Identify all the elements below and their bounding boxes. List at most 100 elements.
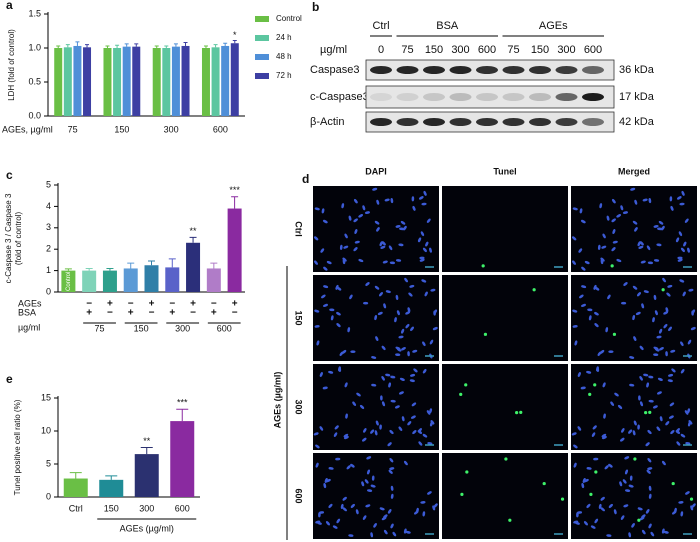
- nucleus: [578, 248, 583, 253]
- nucleus: [580, 386, 586, 390]
- nucleus: [643, 373, 649, 377]
- nucleus: [354, 240, 360, 244]
- nucleus: [353, 247, 358, 252]
- nucleus: [657, 227, 663, 231]
- y-tick-label: 3: [46, 222, 51, 232]
- panel-label: b: [312, 0, 319, 14]
- nucleus: [383, 303, 387, 309]
- nucleus: [414, 510, 419, 515]
- protein-size: 42 kDa: [619, 116, 655, 128]
- nucleus: [405, 530, 411, 534]
- nucleus: [424, 291, 428, 297]
- nucleus: [670, 349, 676, 353]
- error-bar: [148, 260, 155, 266]
- legend-swatch: [255, 73, 269, 79]
- blot-band: [529, 93, 551, 101]
- nucleus: [411, 415, 416, 419]
- treatment-mark: −: [86, 299, 92, 310]
- nucleus: [665, 421, 670, 426]
- bar: [134, 454, 159, 497]
- nucleus: [342, 257, 347, 262]
- bar-inner-label: Control: [66, 272, 72, 291]
- dose: 150: [134, 323, 149, 333]
- lane-label: 0: [378, 44, 384, 56]
- x-axis-label: AGEs, µg/ml: [2, 124, 53, 134]
- nucleus: [576, 511, 583, 514]
- error-bar: [64, 268, 72, 271]
- bar: [230, 43, 239, 116]
- lane-group: BSA: [436, 20, 459, 32]
- blot-band: [555, 93, 578, 101]
- nucleus: [342, 496, 347, 501]
- nucleus: [624, 469, 628, 475]
- nucleus: [612, 229, 616, 235]
- nucleus: [399, 227, 405, 231]
- nucleus: [669, 402, 675, 407]
- nucleus: [421, 279, 427, 283]
- nucleus: [572, 207, 578, 211]
- nucleus: [666, 292, 671, 297]
- nucleus: [620, 515, 625, 520]
- error-bar: [105, 475, 118, 480]
- protein-name: c-Caspase3: [310, 91, 369, 103]
- nucleus: [646, 245, 651, 251]
- nucleus: [314, 207, 320, 211]
- nucleus: [593, 284, 597, 290]
- nucleus: [628, 532, 632, 538]
- nucleus: [387, 509, 392, 514]
- nucleus: [339, 351, 344, 357]
- blot-band: [502, 93, 525, 101]
- nucleus: [388, 245, 393, 251]
- tunel-signal: [508, 518, 512, 522]
- nucleus: [637, 424, 640, 430]
- nucleus: [370, 532, 374, 538]
- nucleus: [573, 520, 579, 524]
- nucleus: [610, 401, 615, 406]
- nucleus: [577, 426, 582, 431]
- micrograph: [313, 364, 439, 450]
- nucleus: [621, 301, 627, 305]
- nucleus: [407, 307, 411, 313]
- nucleus: [677, 256, 683, 260]
- nucleus: [687, 408, 691, 414]
- nucleus: [665, 307, 669, 313]
- nucleus: [577, 372, 581, 377]
- nucleus: [344, 382, 348, 388]
- nucleus: [376, 227, 380, 232]
- tunel-signal: [464, 383, 468, 387]
- nucleus: [648, 197, 652, 204]
- nucleus: [345, 413, 348, 419]
- nucleus: [429, 408, 433, 414]
- nucleus: [605, 327, 609, 333]
- blot-band: [370, 93, 392, 101]
- nucleus: [581, 285, 587, 289]
- nucleus: [399, 391, 404, 395]
- nucleus: [342, 507, 347, 512]
- nucleus: [680, 247, 685, 253]
- nucleus: [349, 294, 353, 300]
- nucleus: [583, 521, 588, 526]
- tunel-signal: [459, 392, 463, 396]
- nucleus: [381, 516, 387, 521]
- nucleus: [582, 478, 586, 483]
- bar: [171, 46, 180, 116]
- y-tick-label: 5: [46, 458, 51, 468]
- bar: [132, 46, 141, 116]
- nucleus: [366, 456, 372, 460]
- nucleus: [599, 203, 603, 209]
- nucleus: [652, 317, 655, 323]
- nucleus: [313, 432, 319, 436]
- legend-label: Control: [276, 14, 302, 23]
- nucleus: [314, 236, 319, 241]
- nucleus: [628, 429, 633, 434]
- y-tick-label: 1.5: [28, 8, 41, 18]
- treatment-mark: +: [149, 299, 155, 310]
- nucleus: [398, 426, 403, 431]
- nucleus: [413, 368, 418, 373]
- row-label: 150: [294, 310, 304, 325]
- nucleus: [374, 430, 378, 436]
- x-tick-label: 600: [213, 124, 228, 134]
- tunel-signal: [644, 410, 648, 415]
- nucleus: [608, 503, 613, 508]
- nucleus: [367, 489, 373, 492]
